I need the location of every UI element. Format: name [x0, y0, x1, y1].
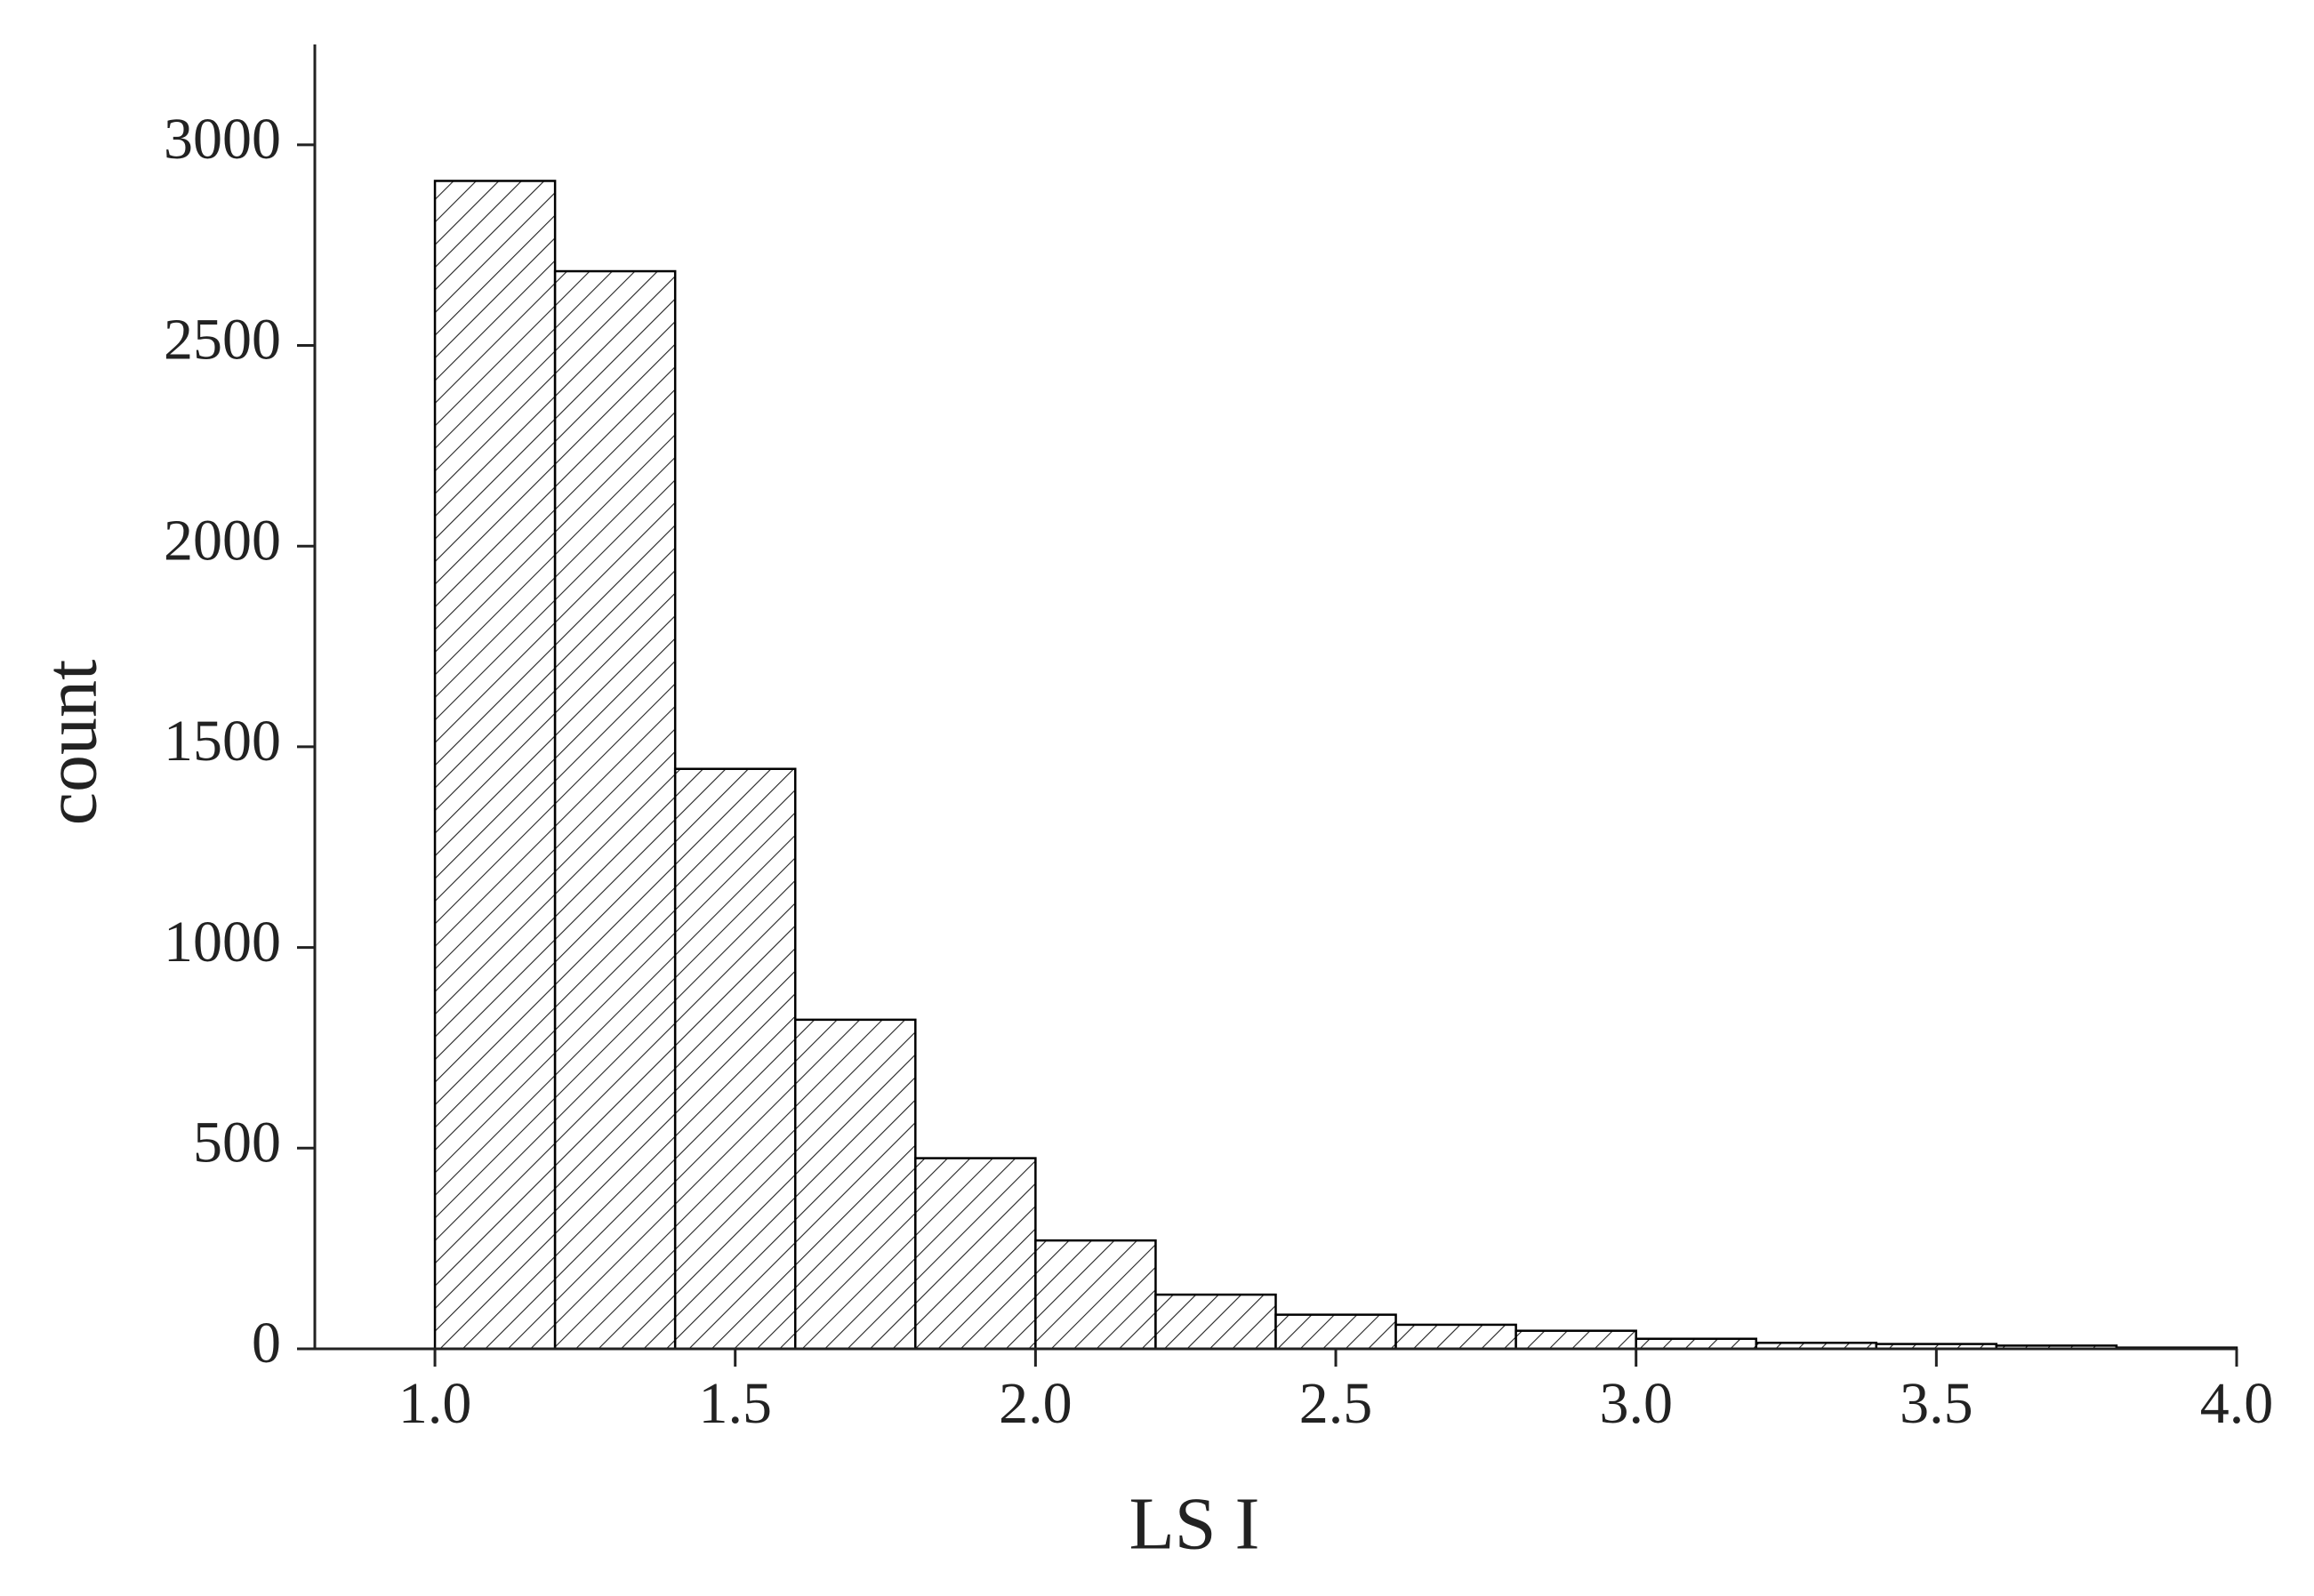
y-tick-label: 2000 [164, 508, 281, 573]
bar [553, 269, 677, 1351]
x-tick-label: 3.5 [1900, 1371, 1973, 1436]
x-tick-label: 2.5 [1299, 1371, 1373, 1436]
y-tick-label: 2500 [164, 308, 281, 373]
y-tick-label: 500 [193, 1110, 281, 1175]
y-axis-title: count [29, 660, 112, 826]
y-tick-label: 0 [252, 1311, 281, 1375]
y-tick-label: 1500 [164, 709, 281, 774]
bar [1274, 1313, 1397, 1351]
bar [433, 180, 557, 1351]
bar [1394, 1323, 1517, 1351]
x-tick-label: 1.5 [698, 1371, 772, 1436]
y-tick-label: 3000 [164, 107, 281, 172]
x-tick-label: 2.0 [999, 1371, 1073, 1436]
bar [673, 767, 797, 1351]
bar [1635, 1337, 1757, 1351]
x-axis-title: LS I [1129, 1482, 1260, 1565]
bar [1034, 1239, 1157, 1351]
bar [1154, 1293, 1277, 1351]
x-tick-label: 4.0 [2200, 1371, 2274, 1436]
x-tick-label: 1.0 [398, 1371, 472, 1436]
x-tick-label: 3.0 [1599, 1371, 1673, 1436]
y-tick-label: 1000 [164, 910, 281, 974]
bar [914, 1157, 1037, 1351]
bar [794, 1018, 917, 1351]
bar [1515, 1329, 1637, 1351]
